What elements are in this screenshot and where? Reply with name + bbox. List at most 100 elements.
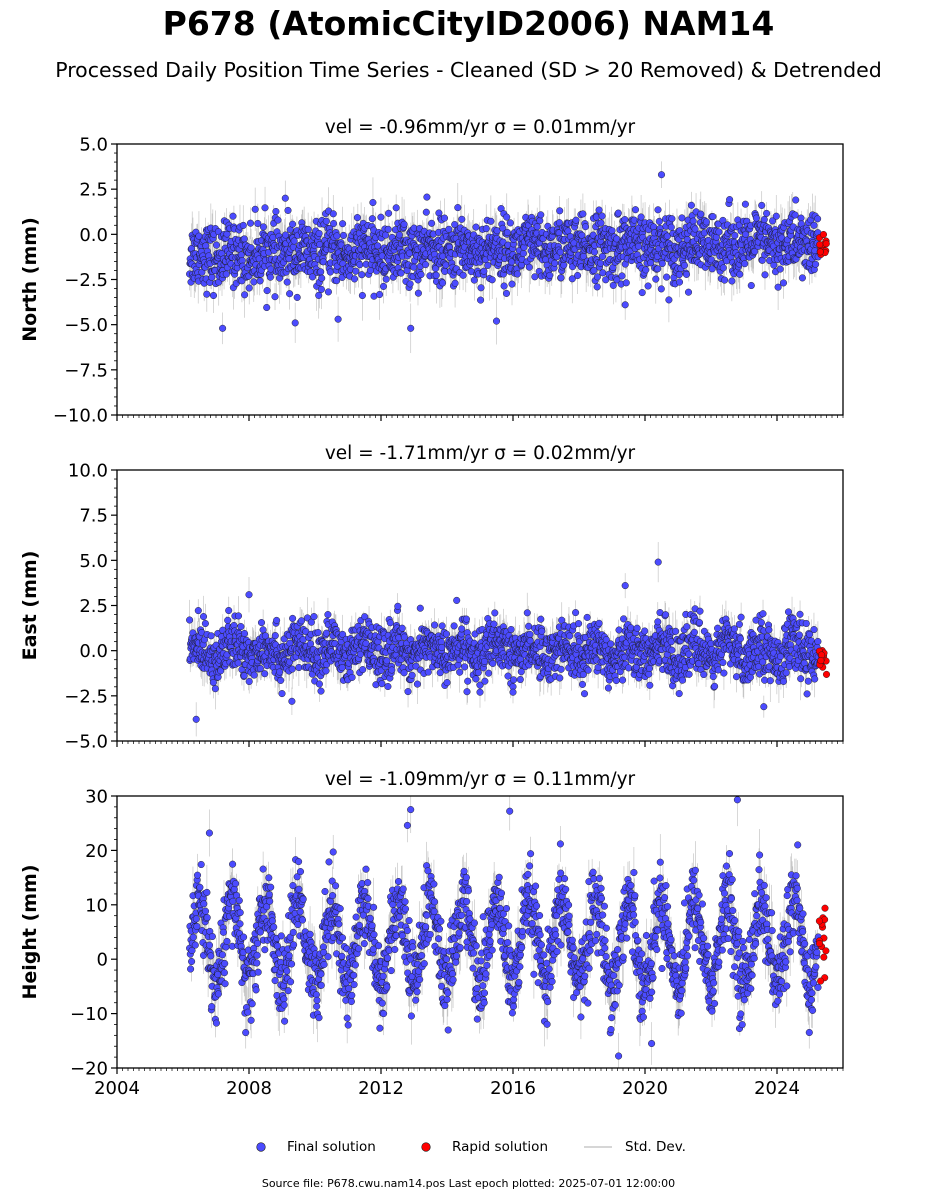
final-point [250,671,258,679]
final-point [613,276,621,284]
final-point [458,625,466,633]
final-point [719,264,727,272]
final-point [726,196,734,204]
final-point [245,284,253,292]
final-point [797,214,805,222]
y-tick-label: 0.0 [79,225,108,246]
final-point [384,225,392,233]
final-point [502,289,511,297]
final-point [219,324,227,332]
final-point [315,229,323,238]
final-point [400,220,408,228]
final-point [489,659,497,667]
final-point [272,207,280,216]
final-point [423,193,431,201]
final-point [416,604,424,612]
final-point [395,231,403,239]
final-point [814,215,822,223]
final-point [263,303,271,312]
y-tick-label: 2.5 [79,180,108,201]
final-point [687,201,695,209]
final-point [339,630,347,638]
final-point [792,196,800,204]
final-point [590,266,598,274]
final-point [634,242,643,250]
final-point [212,241,221,249]
final-point [482,225,490,233]
final-point [508,280,516,288]
final-point [506,219,514,227]
chart-title: P678 (AtomicCityID2006) NAM14 [162,4,775,43]
final-point [356,261,364,269]
final-point [474,668,482,677]
final-point [684,288,693,296]
final-point [384,682,392,691]
final-point [286,290,294,298]
final-point [263,287,271,295]
final-point [721,276,729,284]
rapid-point [816,248,824,256]
final-point [254,219,262,228]
final-point [631,206,640,214]
final-point [382,275,390,283]
final-point [472,223,480,231]
final-point [338,664,346,672]
final-point [246,219,255,227]
final-point [557,274,565,282]
final-point [326,268,334,276]
final-point [339,231,348,239]
final-point [436,669,444,677]
final-point [273,616,281,624]
final-point [303,614,311,622]
final-point [578,231,586,239]
final-point [579,210,587,218]
final-point [519,249,527,257]
final-point [708,265,716,273]
final-point [240,672,248,680]
final-point [211,685,219,693]
final-point [572,216,580,224]
final-point [281,194,289,202]
final-point [315,680,323,688]
final-point [424,668,432,676]
final-point [234,612,243,620]
final-point [439,279,447,287]
final-point [293,293,301,301]
final-point [488,276,496,284]
final-point [476,681,484,689]
final-point [608,227,616,235]
final-point [276,668,284,676]
final-point [555,219,563,227]
final-point [385,209,393,217]
final-point [680,261,689,269]
final-point [655,217,663,225]
final-point [691,225,699,233]
final-point [477,296,485,304]
final-point [462,615,470,623]
final-point [618,272,626,280]
final-point [414,289,422,297]
final-point [291,319,299,327]
final-point [283,278,291,286]
final-point [622,279,630,287]
final-point [203,290,211,298]
final-point [259,626,267,634]
final-point [652,275,660,283]
final-point [261,204,269,212]
final-point [274,216,282,224]
final-point [675,278,684,286]
final-point [456,668,464,676]
final-point [285,255,293,263]
final-point [593,273,601,281]
final-point [658,259,666,268]
final-point [667,223,675,231]
final-point [207,632,215,640]
final-point [500,282,508,290]
final-point [638,289,646,297]
final-point [412,662,420,670]
final-point [406,280,414,288]
final-point [490,620,498,628]
final-point [381,231,390,239]
